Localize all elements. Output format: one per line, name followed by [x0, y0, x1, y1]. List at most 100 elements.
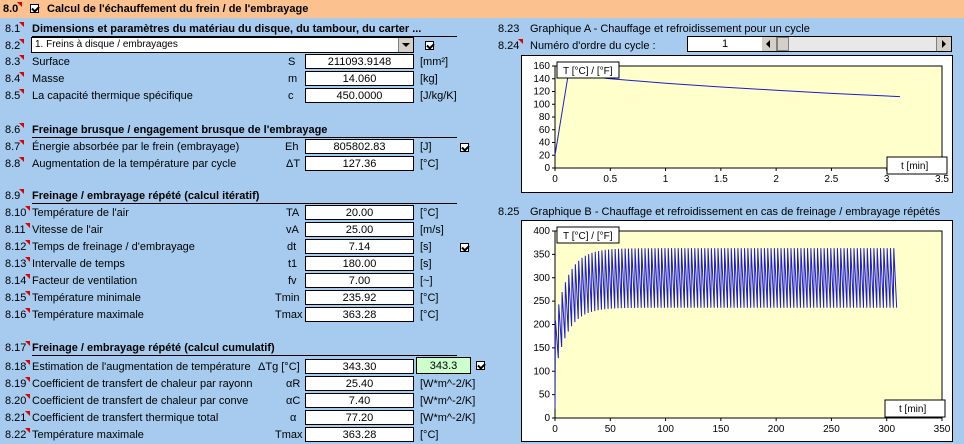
- chart-b-xlabel: t [min]: [899, 404, 926, 415]
- symbol-total-coef: α: [290, 412, 297, 424]
- checkbox-8-7[interactable]: [460, 143, 469, 152]
- unit-absorbed-energy: [J]: [420, 141, 432, 153]
- symbol-min-temp: Tmin: [275, 292, 300, 304]
- chart-a-xtick-label: 3: [884, 174, 890, 185]
- input-temp-estimate[interactable]: 343.3: [416, 357, 471, 374]
- symbol-convection-coef: αC: [286, 395, 301, 407]
- chart-a-ytick-label: 60: [539, 125, 551, 136]
- row-number: 8.23: [498, 23, 520, 35]
- input-air-temp[interactable]: 20.00: [305, 205, 414, 220]
- unit-min-temp: [°C]: [420, 292, 439, 304]
- value-max-temp-iter: 363.28: [305, 307, 414, 322]
- chart-b-ytick-label: 250: [533, 296, 550, 307]
- checkbox-8-12[interactable]: [460, 243, 469, 252]
- row-number: 8.12: [5, 240, 31, 253]
- chevron-down-icon[interactable]: [398, 38, 413, 52]
- input-time-interval[interactable]: 180.00: [305, 256, 414, 271]
- chart-a: 0 20 40 60 80 100 120 140 160 0 0.5 1 1.5 2 2.5 3 3.5 T […: [521, 55, 953, 193]
- row-number: 8.19: [5, 377, 31, 390]
- row-number: 8.22: [5, 428, 31, 441]
- row-number: 8.3: [5, 55, 25, 68]
- row-number: 8.9: [5, 189, 25, 202]
- chart-b: 0 50 100 150 200 250 300 350 400 0 50 100 150 200 250 3…: [521, 220, 953, 442]
- page-title: Calcul de l'échauffement du frein / de l…: [47, 3, 309, 15]
- row-number: 8.16: [5, 308, 31, 321]
- value-min-temp: 235.92: [305, 290, 414, 305]
- chevron-left-icon: [766, 40, 770, 48]
- row-number: 8.7: [5, 140, 25, 153]
- checkbox-8-18[interactable]: [476, 361, 485, 370]
- section-title-material: Dimensions et paramètres du matériau du …: [32, 23, 422, 35]
- input-ventilation[interactable]: 7.00: [305, 273, 414, 288]
- chart-a-xlabel: t [min]: [901, 161, 928, 172]
- cycle-scrollbar[interactable]: 1: [687, 36, 952, 52]
- label-cycle-number: Numéro d'ordre du cycle :: [530, 40, 656, 52]
- scroll-thumb[interactable]: [777, 37, 789, 51]
- value-max-temp-cum: 363.28: [305, 427, 414, 442]
- unit-total-coef: [W*m^-2/K]: [420, 412, 476, 424]
- value-temp-increase: 127.36: [305, 156, 414, 171]
- chart-b-xtick-label: 300: [878, 424, 895, 435]
- unit-braking-time: [s]: [420, 241, 432, 253]
- label-air-speed: Vitesse de l'air: [32, 224, 103, 236]
- input-braking-time[interactable]: 7.14: [305, 239, 414, 254]
- value-radiation-coef: 25.40: [305, 376, 414, 391]
- row-number: 8.20: [5, 394, 31, 407]
- chart-a-xtick-label: 0: [552, 174, 558, 185]
- chart-b-ytick-label: 400: [533, 226, 550, 237]
- brake-type-select[interactable]: 1. Freins à disque / embrayages: [31, 37, 414, 53]
- label-radiation-coef: Coefficient de transfert de chaleur par …: [32, 378, 253, 390]
- chart-a-ytick-label: 80: [539, 112, 551, 123]
- unit-max-temp-cum: [°C]: [420, 429, 439, 441]
- chart-b-xtick-label: 100: [657, 424, 674, 435]
- chart-b-ytick-label: 100: [533, 366, 550, 377]
- label-temp-estimate: Estimation de l'augmentation de températ…: [32, 361, 251, 373]
- header-checkbox[interactable]: [30, 4, 39, 13]
- symbol-ventilation: fv: [288, 275, 297, 287]
- row-number: 8.10: [5, 206, 31, 219]
- chart-b-xtick-label: 50: [605, 424, 617, 435]
- chart-b-ytick-label: 300: [533, 273, 550, 284]
- chart-b-ytick-label: 150: [533, 343, 550, 354]
- chart-a-plot-area: [554, 65, 943, 169]
- row-number: 8.15: [5, 291, 31, 304]
- chart-a-xlabel-box: [886, 156, 948, 175]
- chart-a-ytick-label: 160: [533, 61, 550, 72]
- chevron-right-icon: [942, 40, 946, 48]
- row-number: 8.25: [498, 206, 520, 218]
- value-temp-estimate: 343.30: [305, 359, 414, 374]
- label-ventilation: Facteur de ventilation: [32, 275, 138, 287]
- symbol-air-speed: vA: [286, 224, 299, 236]
- label-convection-coef: Coefficient de transfert de chaleur par …: [32, 395, 249, 407]
- label-air-temp: Température de l'air: [32, 207, 129, 219]
- chart-a-xtick-label: 1: [663, 174, 669, 185]
- input-air-speed[interactable]: 25.00: [305, 222, 414, 237]
- unit-air-temp: [°C]: [420, 207, 439, 219]
- symbol-heat-capacity: c: [288, 90, 294, 102]
- label-mass: Masse: [32, 73, 65, 85]
- header-bar: [0, 0, 964, 18]
- unit-time-interval: [s]: [420, 258, 432, 270]
- symbol-radiation-coef: αR: [286, 378, 301, 390]
- section-title-cumulative: Freinage / embrayage répété (calcul cumu…: [32, 342, 275, 354]
- row-number: 8.0: [3, 2, 23, 15]
- unit-convection-coef: [W*m^-2/K]: [420, 395, 476, 407]
- scroll-right-button[interactable]: [936, 37, 951, 51]
- chart-b-ytick-label: 350: [533, 249, 550, 260]
- label-braking-time: Temps de freinage / d'embrayage: [32, 241, 195, 253]
- chart-a-ylabel: T [°C] / [°F]: [563, 66, 613, 77]
- label-temp-increase: Augmentation de la température par cycle: [32, 158, 237, 170]
- unit-temp-increase: [°C]: [420, 158, 439, 170]
- label-time-interval: Intervalle de temps: [32, 258, 125, 270]
- chart-b-xtick-label: 350: [934, 424, 951, 435]
- chart-a-title: Graphique A - Chauffage et refroidisseme…: [530, 23, 810, 35]
- checkbox-8-2[interactable]: [425, 41, 434, 50]
- chart-b-xtick-label: 0: [552, 424, 558, 435]
- scroll-left-button[interactable]: [762, 37, 777, 51]
- chart-b-xlabel-box: [884, 399, 946, 418]
- chart-a-xtick-label: 0.5: [603, 174, 617, 185]
- chart-a-xtick-label: 3.5: [935, 174, 949, 185]
- chart-b-ytick-label: 0: [544, 413, 550, 424]
- label-max-temp-cum: Température maximale: [32, 429, 144, 441]
